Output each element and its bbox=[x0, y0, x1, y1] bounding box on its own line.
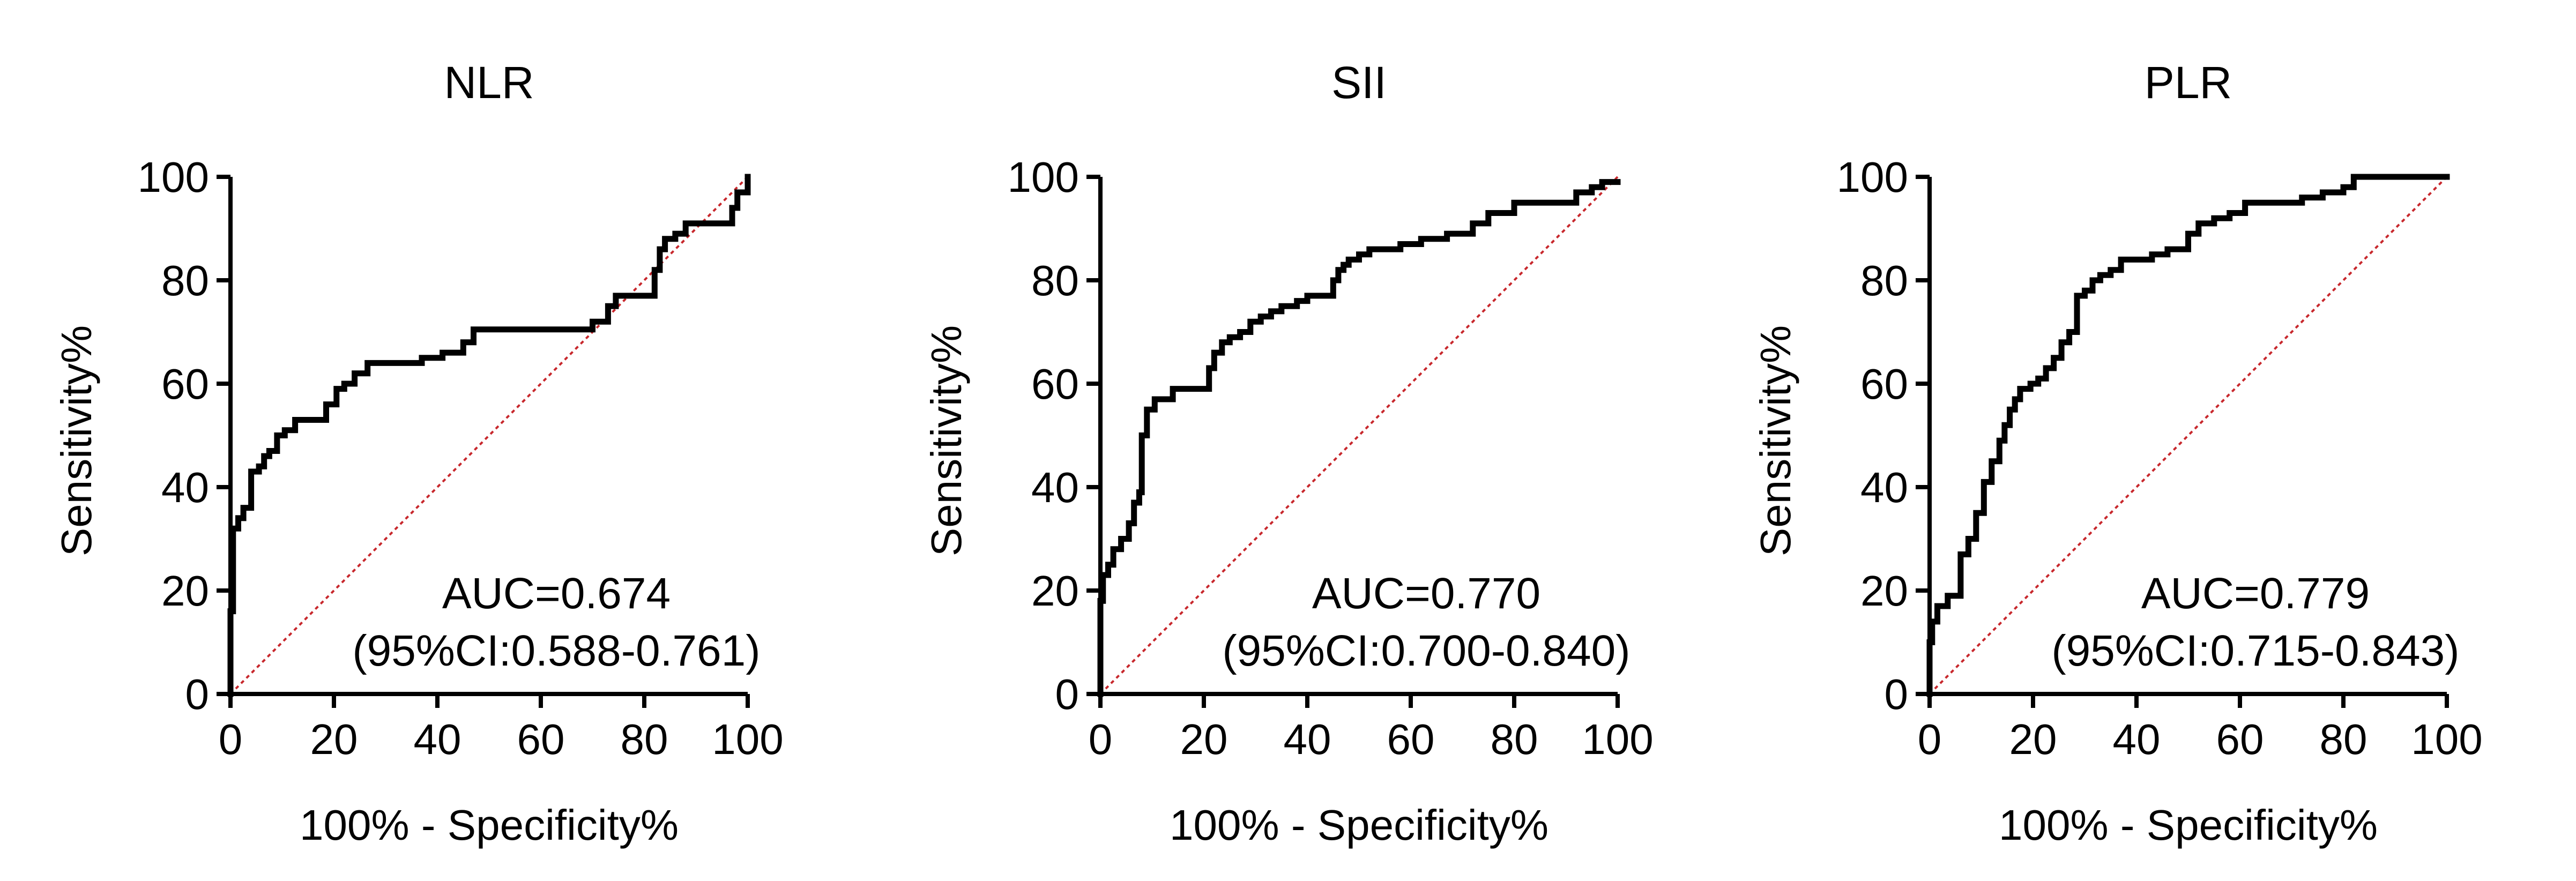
y-tick-label: 0 bbox=[1885, 670, 1909, 718]
x-axis-label: 100% - Specificity% bbox=[1999, 801, 2378, 849]
x-tick-label: 20 bbox=[2009, 715, 2057, 763]
panel-title: SII bbox=[1331, 57, 1387, 108]
panel-title: NLR bbox=[444, 57, 534, 108]
roc-panel-plr: PLR 0 20 40 60 80 100 0 20 40 60 80 100 100% - Specif… bbox=[1752, 57, 2483, 849]
panel-title: PLR bbox=[2145, 57, 2232, 108]
auc-annotation: AUC=0.779 bbox=[2141, 569, 2370, 618]
y-tick-label: 80 bbox=[161, 257, 209, 304]
ci-annotation: (95%CI:0.700-0.840) bbox=[1222, 626, 1630, 675]
x-tick-label: 20 bbox=[1180, 715, 1228, 763]
y-tick-label: 0 bbox=[185, 670, 210, 718]
x-tick-label: 80 bbox=[621, 715, 668, 763]
y-tick-label: 20 bbox=[1860, 567, 1908, 615]
roc-curve-line bbox=[1926, 174, 2450, 697]
x-tick-label: 40 bbox=[414, 715, 461, 763]
x-axis-label: 100% - Specificity% bbox=[1170, 801, 1548, 849]
x-tick-label: 0 bbox=[1089, 715, 1113, 763]
y-tick-label: 100 bbox=[1008, 153, 1079, 201]
x-tick-label: 60 bbox=[517, 715, 565, 763]
y-tick-label: 20 bbox=[161, 567, 209, 615]
y-axis-label: Sensitivity% bbox=[922, 325, 970, 556]
auc-annotation: AUC=0.674 bbox=[442, 569, 671, 618]
x-tick-label: 40 bbox=[2113, 715, 2161, 763]
roc-panel-sii: SII 0 20 40 60 80 100 0 20 40 60 80 100 100% - Specif… bbox=[922, 57, 1654, 849]
y-axis-label: Sensitivity% bbox=[53, 325, 100, 556]
ci-annotation: (95%CI:0.715-0.843) bbox=[2051, 626, 2459, 675]
x-tick-label: 40 bbox=[1284, 715, 1331, 763]
x-tick-label: 100 bbox=[2411, 715, 2482, 763]
x-tick-label: 20 bbox=[310, 715, 358, 763]
x-tick-label: 0 bbox=[1918, 715, 1942, 763]
reference-diagonal-line bbox=[1929, 176, 2448, 695]
y-tick-label: 60 bbox=[1860, 360, 1908, 408]
x-axis-label: 100% - Specificity% bbox=[300, 801, 679, 849]
y-tick-label: 0 bbox=[1055, 670, 1079, 718]
y-tick-label: 100 bbox=[1837, 153, 1908, 201]
y-axis-label: Sensitivity% bbox=[1752, 325, 1799, 556]
roc-curve-line bbox=[1097, 179, 1621, 697]
auc-annotation: AUC=0.770 bbox=[1312, 569, 1540, 618]
y-tick-label: 80 bbox=[1031, 257, 1079, 304]
x-tick-label: 80 bbox=[1491, 715, 1538, 763]
x-tick-label: 100 bbox=[1582, 715, 1653, 763]
y-tick-label: 20 bbox=[1031, 567, 1079, 615]
x-tick-label: 60 bbox=[1387, 715, 1435, 763]
roc-panel-nlr: NLR 0 20 40 60 80 100 0 20 40 60 80 100 100% - Specif… bbox=[53, 57, 784, 849]
ci-annotation: (95%CI:0.588-0.761) bbox=[352, 626, 760, 675]
y-tick-label: 40 bbox=[161, 464, 209, 511]
x-tick-label: 0 bbox=[219, 715, 243, 763]
y-tick-label: 100 bbox=[138, 153, 209, 201]
reference-diagonal-line bbox=[1099, 176, 1619, 695]
y-tick-label: 40 bbox=[1860, 464, 1908, 511]
y-tick-label: 80 bbox=[1860, 257, 1908, 304]
roc-curve-line bbox=[227, 174, 751, 697]
y-tick-label: 40 bbox=[1031, 464, 1079, 511]
y-tick-label: 60 bbox=[1031, 360, 1079, 408]
x-tick-label: 60 bbox=[2216, 715, 2264, 763]
x-tick-label: 80 bbox=[2320, 715, 2367, 763]
y-tick-label: 60 bbox=[161, 360, 209, 408]
x-tick-label: 100 bbox=[712, 715, 783, 763]
